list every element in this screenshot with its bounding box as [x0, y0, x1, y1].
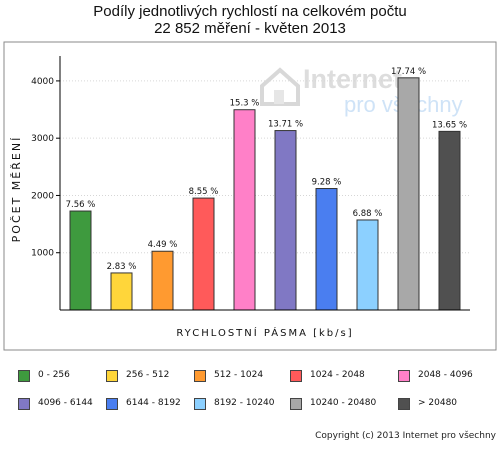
bar — [151, 250, 174, 311]
bar — [69, 210, 92, 311]
bar — [110, 272, 133, 311]
legend-swatch — [398, 370, 410, 382]
legend-swatch — [290, 398, 302, 410]
y-tick-label: 4000 — [31, 77, 54, 87]
logo-line-1: Internet — [303, 64, 402, 94]
legend-label: 8192 - 10240 — [214, 398, 275, 408]
bar — [192, 197, 215, 311]
legend-label: 1024 - 2048 — [310, 370, 365, 380]
house-logo-icon — [260, 67, 300, 106]
y-tick-label: 2000 — [31, 191, 54, 201]
bar-value-label: 13.71 % — [268, 120, 303, 130]
bar-value-label: 6.88 % — [353, 209, 383, 219]
chart-title-line-1: Podíly jednotlivých rychlostí na celkové… — [93, 3, 407, 20]
legend-label: > 20480 — [418, 398, 458, 408]
y-axis-title: POČET MĚŘENÍ — [10, 136, 23, 243]
chart-title-line-2: 22 852 měření - květen 2013 — [154, 20, 346, 37]
bar-value-label: 8.55 % — [189, 187, 219, 197]
legend-label: 256 - 512 — [126, 370, 170, 380]
bar-value-label: 2.83 % — [107, 262, 137, 272]
legend-swatch — [398, 398, 410, 410]
bar-value-label: 13.65 % — [432, 120, 467, 130]
bar — [438, 130, 461, 311]
bar-value-label: 17.74 % — [391, 67, 426, 77]
legend-swatch — [106, 398, 118, 410]
grid — [60, 80, 470, 254]
bar — [397, 77, 420, 311]
legend-swatch — [194, 398, 206, 410]
legend-swatch — [18, 370, 30, 382]
bar-value-label: 4.49 % — [148, 240, 178, 250]
legend-label: 6144 - 8192 — [126, 398, 181, 408]
legend-label: 2048 - 4096 — [418, 370, 473, 380]
bar — [356, 219, 379, 311]
legend-swatch — [106, 370, 118, 382]
legend-swatch — [290, 370, 302, 382]
legend-label: 10240 - 20480 — [310, 398, 377, 408]
bar — [274, 130, 297, 311]
bar — [233, 109, 256, 311]
bar — [315, 188, 338, 311]
legend-label: 0 - 256 — [38, 370, 70, 380]
y-tick-label: 3000 — [31, 134, 54, 144]
legend-label: 512 - 1024 — [214, 370, 264, 380]
y-tick-label: 1000 — [31, 249, 54, 259]
legend-swatch — [194, 370, 206, 382]
bar-value-label: 7.56 % — [66, 200, 96, 210]
copyright-text: Copyright (c) 2013 Internet pro všechny — [315, 431, 496, 441]
bar-value-label: 9.28 % — [312, 178, 342, 188]
x-axis-title: RYCHLOSTNÍ PÁSMA [kb/s] — [176, 326, 353, 339]
legend: 0 - 256 256 - 512 512 - 1024 1024 - 2048 204… — [0, 360, 500, 420]
legend-swatch — [18, 398, 30, 410]
legend-label: 4096 - 6144 — [38, 398, 93, 408]
bar-value-label: 15.3 % — [230, 99, 260, 109]
